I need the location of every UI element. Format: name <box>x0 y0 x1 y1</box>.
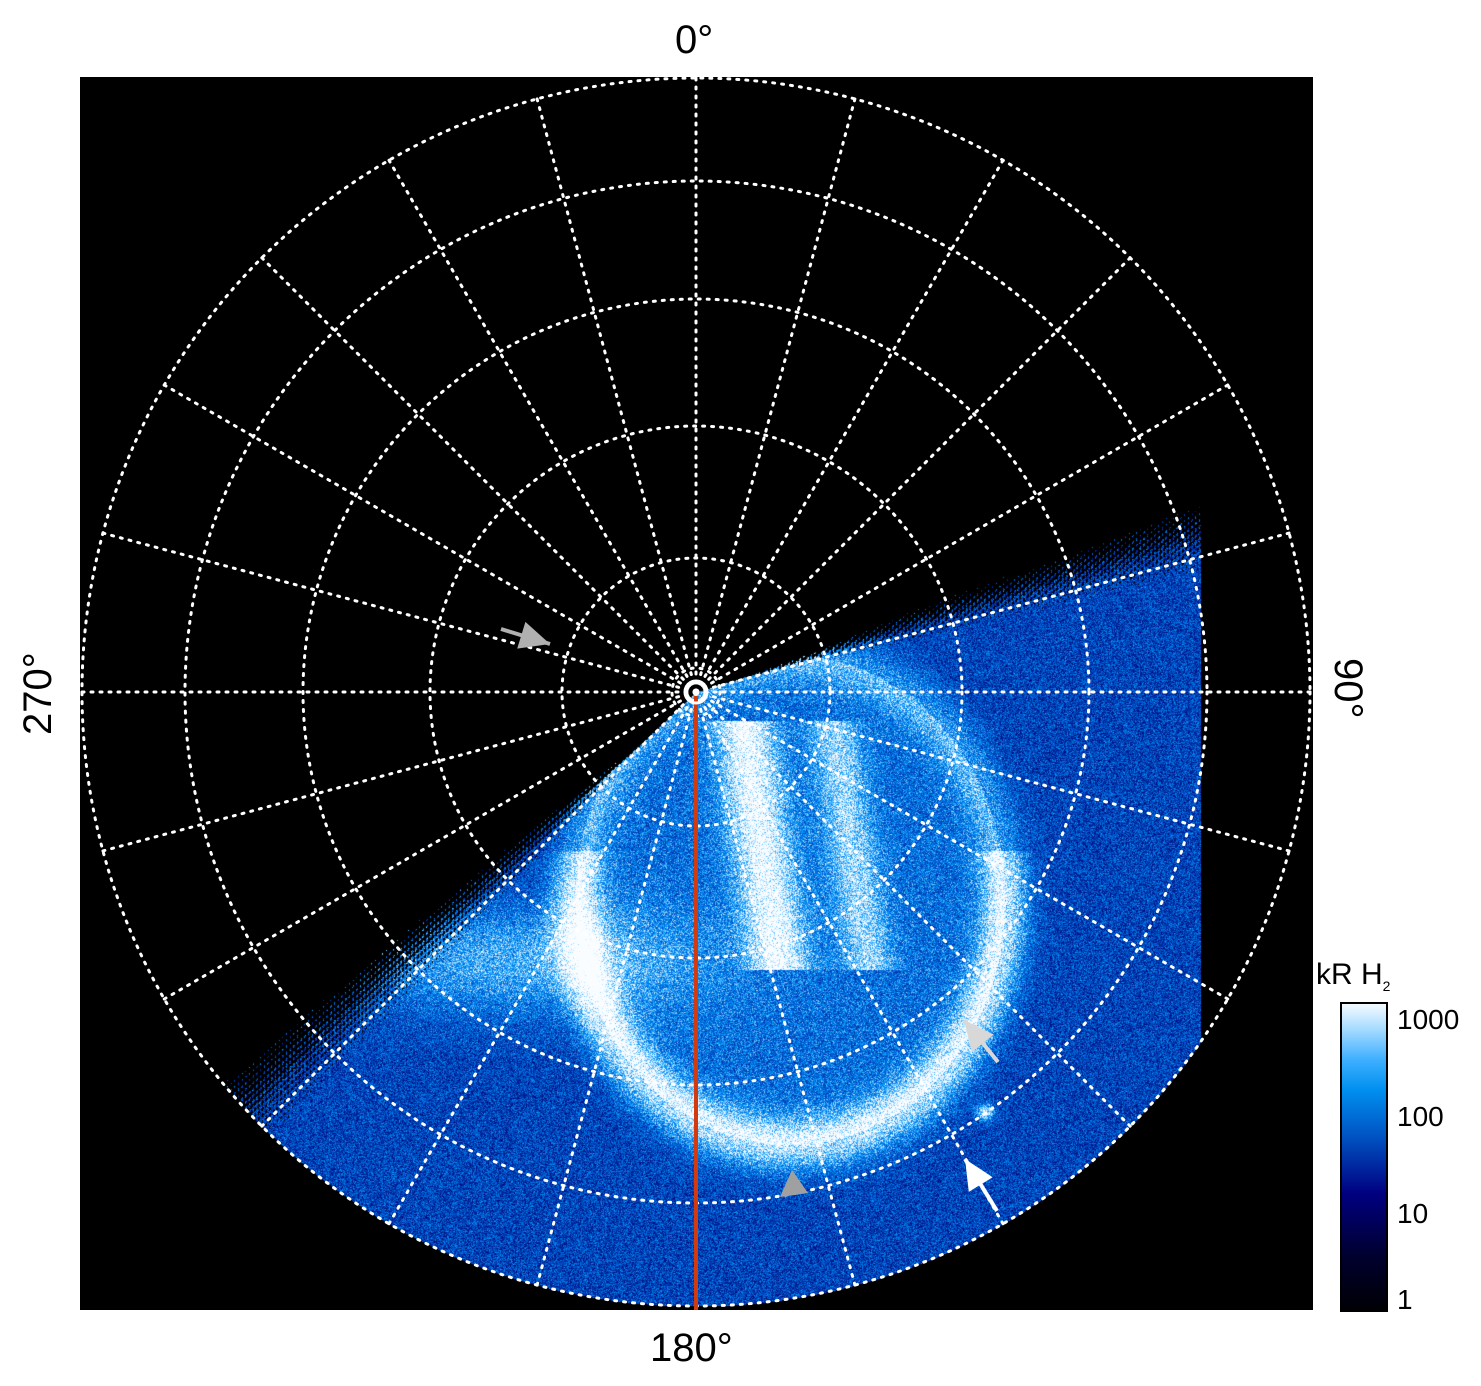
grid-spoke <box>696 692 1130 1126</box>
grid-spoke <box>389 692 696 1224</box>
annotation-arrow-head <box>517 622 550 649</box>
grid-spoke <box>164 692 696 999</box>
angle-label-90: 90° <box>1328 658 1368 719</box>
grid-spoke <box>262 258 696 692</box>
grid-spoke <box>696 258 1130 692</box>
angle-label-270: 270° <box>18 652 58 735</box>
polar-auroral-image <box>80 77 1313 1310</box>
colorbar-tick: 100 <box>1397 1101 1444 1133</box>
annotation-arrow-head <box>964 1020 994 1052</box>
angle-label-180: 180° <box>650 1328 733 1368</box>
grid-spoke <box>389 160 696 692</box>
annotation-arrowhead <box>780 1170 808 1197</box>
colorbar-title: kR H2 <box>1316 958 1390 994</box>
grid-spoke <box>103 692 696 851</box>
grid-spoke <box>164 385 696 692</box>
grid-spoke <box>696 99 855 692</box>
grid-spoke <box>696 160 1003 692</box>
grid-spoke <box>696 533 1289 692</box>
grid-spoke <box>696 385 1228 692</box>
grid-spoke <box>537 99 696 692</box>
annotation-arrow-head <box>965 1159 993 1192</box>
polar-grid <box>80 77 1313 1310</box>
colorbar-tick: 1 <box>1397 1284 1413 1316</box>
colorbar <box>1340 1002 1388 1312</box>
pole-dot <box>693 690 699 696</box>
angle-label-0: 0° <box>675 20 713 60</box>
colorbar-tick: 1000 <box>1397 1004 1459 1036</box>
grid-spoke <box>696 692 1003 1224</box>
colorbar-tick: 10 <box>1397 1198 1428 1230</box>
grid-spoke <box>696 692 1228 999</box>
grid-spoke <box>262 692 696 1126</box>
